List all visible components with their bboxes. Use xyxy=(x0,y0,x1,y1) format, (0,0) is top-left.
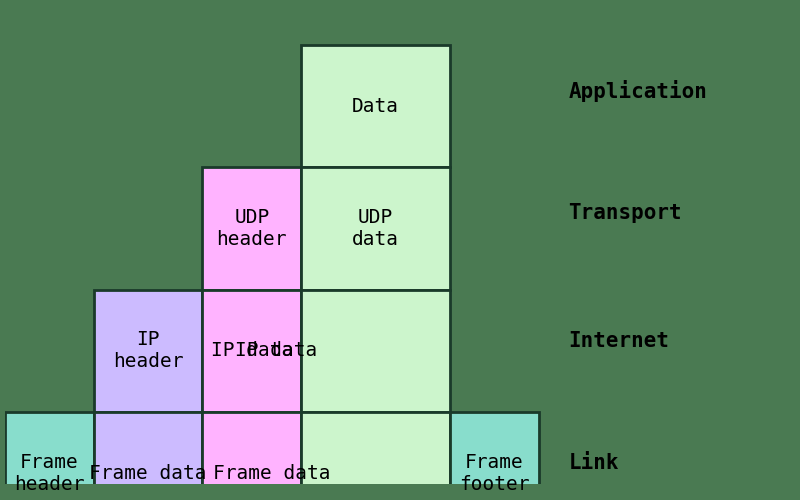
Bar xyxy=(5,412,94,500)
Bar xyxy=(302,45,450,168)
Text: Application: Application xyxy=(568,80,707,102)
Text: Frame data: Frame data xyxy=(213,464,330,483)
Text: UDP
data: UDP data xyxy=(352,208,399,249)
Text: IP data: IP data xyxy=(210,342,293,360)
Text: Transport: Transport xyxy=(568,203,682,223)
Text: Data: Data xyxy=(352,96,399,116)
Text: Link: Link xyxy=(568,453,619,473)
Bar xyxy=(302,290,450,412)
Bar xyxy=(94,290,202,412)
Bar xyxy=(94,412,202,500)
Text: Frame
header: Frame header xyxy=(14,453,84,494)
Bar xyxy=(450,412,538,500)
Bar xyxy=(302,168,450,290)
Text: IP data: IP data xyxy=(235,342,318,360)
Text: Internet: Internet xyxy=(568,330,670,350)
Text: UDP
header: UDP header xyxy=(217,208,287,249)
Bar xyxy=(202,290,302,412)
Bar xyxy=(202,412,302,500)
Text: IP
header: IP header xyxy=(113,330,183,372)
Bar xyxy=(202,168,302,290)
Bar xyxy=(302,412,450,500)
Text: Frame
footer: Frame footer xyxy=(459,453,530,494)
Text: Frame data: Frame data xyxy=(90,464,206,483)
